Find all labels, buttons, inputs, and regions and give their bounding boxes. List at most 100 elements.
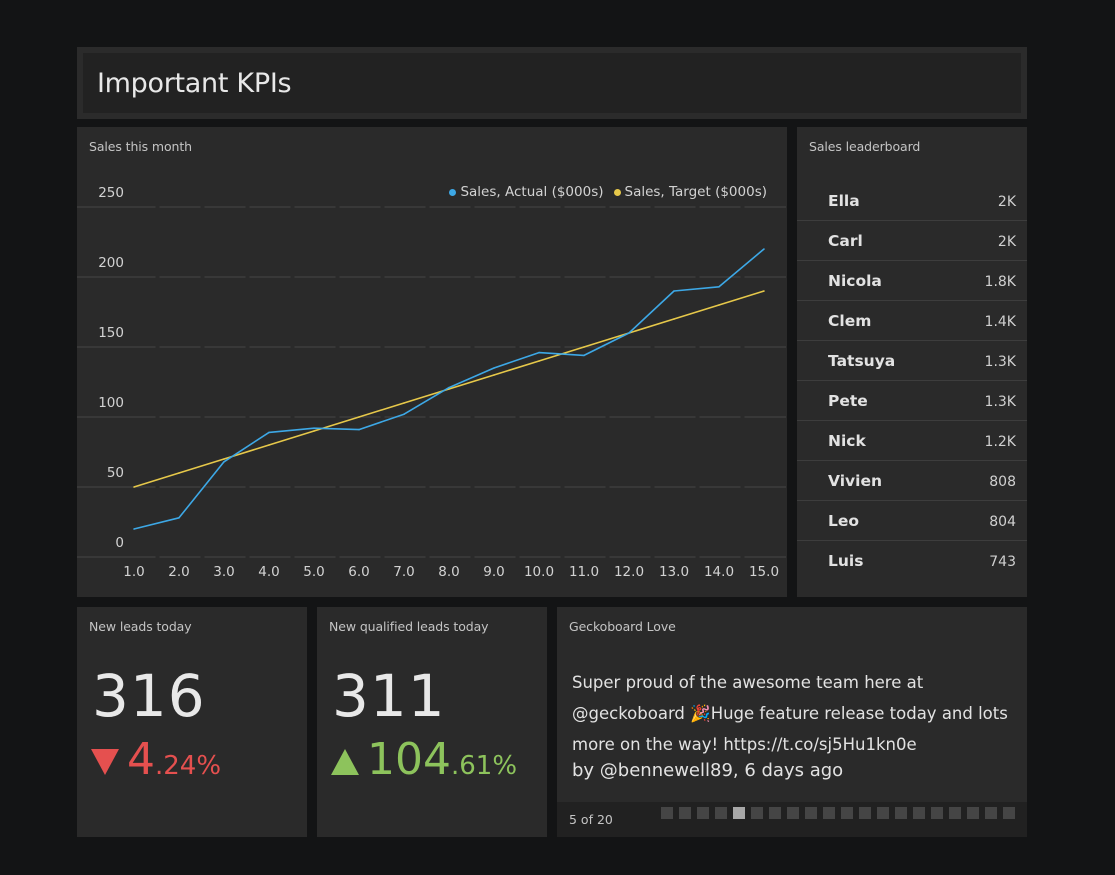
data-point-target (763, 290, 765, 292)
legend-dot-actual (449, 188, 457, 196)
page-indicator[interactable] (949, 807, 961, 819)
qualified-leads-value: 311 (332, 662, 446, 730)
tweet-pagination-bar: 5 of 20 (557, 802, 1027, 837)
data-point-target (718, 304, 720, 306)
leader-value: 1.3K (984, 394, 1016, 410)
legend-label-actual: Sales, Actual ($000s) (460, 184, 604, 200)
leader-name: Vivien (828, 472, 883, 490)
y-tick-label: 150 (98, 325, 124, 341)
leaderboard-row: Pete 1.3K (797, 381, 1027, 421)
data-point-actual (358, 428, 360, 431)
legend-item-actual: Sales, Actual ($000s) (449, 184, 604, 200)
delta-integer: 104 (367, 734, 451, 785)
qualified-leads-widget: New qualified leads today 311 104 .61% (317, 607, 547, 837)
x-tick-label: 10.0 (524, 564, 554, 580)
page-indicator[interactable] (985, 807, 997, 819)
page-indicator[interactable] (841, 807, 853, 819)
leader-name: Ella (828, 192, 860, 210)
page-indicator[interactable] (913, 807, 925, 819)
data-point-actual (763, 248, 765, 250)
page-indicator[interactable] (1003, 807, 1015, 819)
data-point-actual (178, 517, 180, 519)
leaderboard-row: Leo 804 (797, 501, 1027, 541)
data-point-target (583, 346, 585, 348)
leaderboard-row: Nicola 1.8K (797, 261, 1027, 301)
data-point-actual (223, 461, 225, 463)
data-point-target (223, 458, 225, 460)
header-inner: Important KPIs (83, 53, 1021, 113)
page-indicator[interactable] (679, 807, 691, 819)
sales-chart-widget: Sales this month Sales, Actual ($000s) S… (77, 127, 787, 597)
data-point-target (268, 444, 270, 446)
y-tick-label: 200 (98, 255, 124, 271)
page-indicator[interactable] (967, 807, 979, 819)
delta-fraction: .61% (450, 751, 518, 781)
x-tick-label: 7.0 (393, 564, 414, 580)
page-indicator[interactable] (823, 807, 835, 819)
page-indicator[interactable] (715, 807, 727, 819)
tweet-widget-title: Geckoboard Love (569, 619, 676, 634)
dashboard-header: Important KPIs (77, 47, 1027, 119)
page-indicator-active[interactable] (733, 807, 745, 819)
page-indicator[interactable] (859, 807, 871, 819)
leader-value: 1.4K (984, 314, 1016, 330)
data-point-actual (493, 367, 495, 369)
leader-value: 2K (997, 234, 1016, 250)
leader-value: 1.2K (984, 434, 1016, 450)
page-indicator[interactable] (661, 807, 673, 819)
page-indicator[interactable] (877, 807, 889, 819)
page-indicator[interactable] (787, 807, 799, 819)
page-indicator[interactable] (895, 807, 907, 819)
x-tick-label: 6.0 (348, 564, 369, 580)
data-point-actual (448, 386, 450, 389)
x-tick-label: 9.0 (483, 564, 504, 580)
x-tick-label: 8.0 (438, 564, 459, 580)
new-leads-delta: 4 .24% (91, 734, 221, 785)
x-tick-label: 1.0 (123, 564, 144, 580)
triangle-down-icon (91, 748, 119, 775)
dashboard-title: Important KPIs (97, 68, 292, 99)
qualified-leads-delta: 104 .61% (331, 734, 517, 785)
x-tick-label: 14.0 (704, 564, 734, 580)
x-tick-label: 13.0 (659, 564, 689, 580)
leader-value: 804 (989, 514, 1016, 530)
sales-leaderboard-widget: Sales leaderboard Ella 2K Carl 2K Nicola 1.… (797, 127, 1027, 597)
leaderboard-row: Carl 2K (797, 221, 1027, 261)
pagination-dots (661, 807, 1015, 819)
data-point-target (403, 402, 405, 404)
legend-dot-target (613, 188, 621, 196)
tweet-text: Super proud of the awesome team here at … (572, 673, 1008, 754)
data-point-actual (133, 528, 135, 530)
data-point-actual (313, 427, 315, 430)
x-tick-label: 4.0 (258, 564, 279, 580)
leader-name: Nicola (828, 272, 882, 290)
page-indicator[interactable] (769, 807, 781, 819)
new-leads-widget: New leads today 316 4 .24% (77, 607, 307, 837)
data-point-actual (718, 286, 720, 288)
x-tick-label: 3.0 (213, 564, 234, 580)
data-point-target (673, 318, 675, 320)
chart-legend: Sales, Actual ($000s) Sales, Target ($00… (449, 184, 767, 200)
leaderboard-row: Tatsuya 1.3K (797, 341, 1027, 381)
page-indicator[interactable] (697, 807, 709, 819)
leader-name: Clem (828, 312, 872, 330)
delta-integer: 4 (127, 734, 155, 785)
page-indicator[interactable] (805, 807, 817, 819)
y-tick-label: 250 (98, 185, 124, 201)
page-indicator[interactable] (751, 807, 763, 819)
data-point-actual (673, 290, 675, 292)
sales-chart-title: Sales this month (89, 139, 192, 154)
tweet-author: by @bennewell89, 6 days ago (572, 760, 844, 781)
data-point-target (538, 360, 540, 362)
data-point-target (178, 472, 180, 474)
leader-name: Leo (828, 512, 860, 530)
leaderboard-row: Ella 2K (797, 181, 1027, 221)
triangle-up-icon (331, 748, 359, 775)
delta-fraction: .24% (155, 751, 222, 781)
page-indicator[interactable] (931, 807, 943, 819)
geckoboard-love-widget: Geckoboard Love Super proud of the aweso… (557, 607, 1027, 837)
data-point-actual (538, 351, 540, 354)
data-point-target (313, 430, 315, 432)
leader-value: 1.3K (984, 354, 1016, 370)
new-leads-value: 316 (92, 662, 206, 730)
